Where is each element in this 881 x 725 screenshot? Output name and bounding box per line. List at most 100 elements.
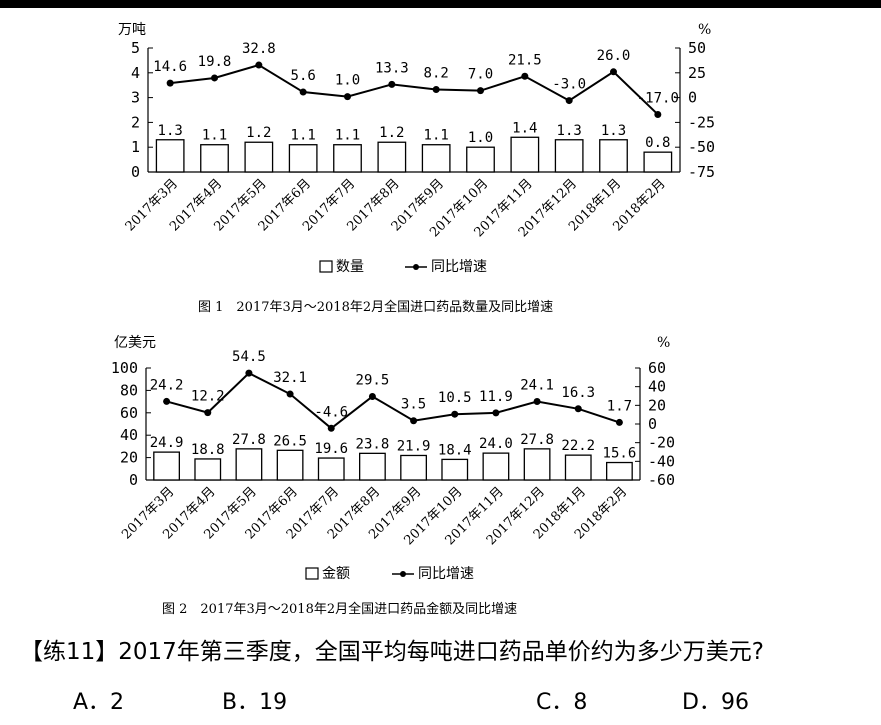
bar-value-label: 18.4: [438, 442, 472, 458]
bar-value-label: 19.6: [314, 441, 348, 457]
line-value-label: 54.5: [232, 349, 266, 365]
right-tick-label: 50: [688, 39, 706, 57]
bar-value-label: 27.8: [232, 432, 266, 448]
chart1-legend: 数量 同比增速: [319, 259, 487, 275]
line-value-label: 7.0: [468, 67, 493, 83]
line-value-label: -17.0: [637, 90, 679, 106]
line-point: [368, 392, 376, 400]
line-value-label: 1.7: [607, 398, 632, 414]
chart1-right-unit: %: [698, 22, 711, 38]
bar: [317, 457, 345, 481]
line-point: [533, 398, 541, 406]
line-value-label: 32.1: [273, 370, 307, 386]
legend-line-marker: [413, 264, 419, 270]
left-tick-label: 100: [111, 359, 138, 377]
line-value-label: 1.0: [335, 73, 360, 89]
bar-value-label: 1.3: [557, 123, 582, 139]
bar: [599, 139, 628, 173]
line-value-label: 8.2: [424, 65, 449, 81]
bar-value-label: 1.4: [512, 120, 537, 136]
line-point: [477, 87, 484, 95]
left-tick-label: 4: [131, 64, 140, 82]
bar-value-label: 1.1: [202, 128, 227, 144]
line-value-label: 5.6: [291, 68, 316, 84]
line-value-label: 16.3: [561, 385, 595, 401]
bar: [643, 151, 673, 173]
line-point: [615, 418, 623, 426]
chart2-right-unit: %: [657, 335, 670, 351]
bar-value-label: 1.1: [335, 128, 360, 144]
right-tick-label: -20: [648, 434, 675, 452]
bar: [564, 454, 592, 481]
left-tick-label: 0: [131, 163, 140, 181]
line-point: [163, 397, 171, 405]
bar-value-label: 1.3: [601, 123, 626, 139]
option-c[interactable]: C．8: [536, 690, 588, 715]
left-tick-label: 80: [120, 381, 138, 399]
line-point: [574, 405, 582, 413]
line-point: [344, 93, 351, 101]
right-tick-label: 25: [688, 64, 706, 82]
bar: [244, 141, 274, 173]
line-point: [565, 97, 573, 105]
line-value-label: 24.1: [520, 378, 554, 394]
option-d[interactable]: D．96: [682, 690, 749, 715]
line-point: [255, 61, 263, 69]
question-text: 【练11】2017年第三季度，全国平均每吨进口药品单价约为多少万美元?: [20, 639, 765, 665]
left-tick-label: 5: [131, 39, 140, 57]
legend-bar-label: 数量: [336, 259, 364, 275]
left-tick-label: 3: [131, 89, 140, 107]
bar: [235, 448, 263, 481]
legend-line-label: 同比增速: [431, 259, 487, 275]
left-tick-label: 20: [120, 449, 138, 467]
right-tick-label: -75: [688, 163, 715, 181]
line-point: [245, 369, 253, 377]
bar-value-label: 0.8: [645, 135, 670, 151]
bar: [400, 454, 427, 481]
option-a[interactable]: A．2: [73, 690, 125, 715]
line-point: [432, 85, 440, 93]
bar: [606, 461, 633, 481]
bar-value-label: 15.6: [603, 446, 637, 462]
left-tick-label: 1: [131, 138, 140, 156]
bar-value-label: 1.2: [379, 125, 404, 141]
right-tick-label: 60: [648, 359, 666, 377]
chart1-left-unit: 万吨: [118, 22, 146, 38]
legend-line-label: 同比增速: [418, 566, 474, 582]
bar-value-label: 1.1: [291, 128, 316, 144]
line-value-label: 24.2: [150, 377, 184, 393]
bar: [194, 458, 222, 481]
line-value-label: 21.5: [508, 52, 542, 68]
line-point: [610, 68, 617, 76]
bar-value-label: 1.1: [424, 128, 449, 144]
bar-value-label: 24.9: [150, 435, 184, 451]
right-tick-label: 20: [648, 396, 666, 414]
legend-bar-label: 金额: [322, 566, 350, 582]
right-tick-label: 40: [648, 378, 666, 396]
chart2-left-unit: 亿美元: [114, 335, 156, 351]
line-value-label: 10.5: [438, 390, 472, 406]
line-point: [204, 409, 212, 417]
bar: [482, 452, 510, 481]
line-point: [451, 410, 459, 418]
bar: [153, 451, 180, 481]
chart2-growth-line: [166, 371, 620, 430]
line-value-label: 32.8: [242, 41, 276, 57]
line-point: [410, 417, 418, 425]
bar: [441, 458, 469, 481]
bar: [155, 139, 185, 173]
right-tick-label: -60: [648, 471, 675, 489]
bar: [523, 448, 551, 481]
line-value-label: 19.8: [198, 54, 232, 70]
chart1-growth-line: [170, 63, 659, 116]
option-b[interactable]: B．19: [222, 690, 288, 715]
line-point: [286, 390, 294, 398]
line-point: [211, 74, 218, 82]
chart2-caption: 图 2 2017年3月～2018年2月全国进口药品金额及同比增速: [162, 601, 517, 617]
line-value-label: 3.5: [401, 397, 426, 413]
bar: [333, 144, 362, 173]
line-point: [654, 110, 662, 118]
legend-line-marker: [400, 571, 406, 577]
bar-value-label: 22.2: [561, 438, 595, 454]
